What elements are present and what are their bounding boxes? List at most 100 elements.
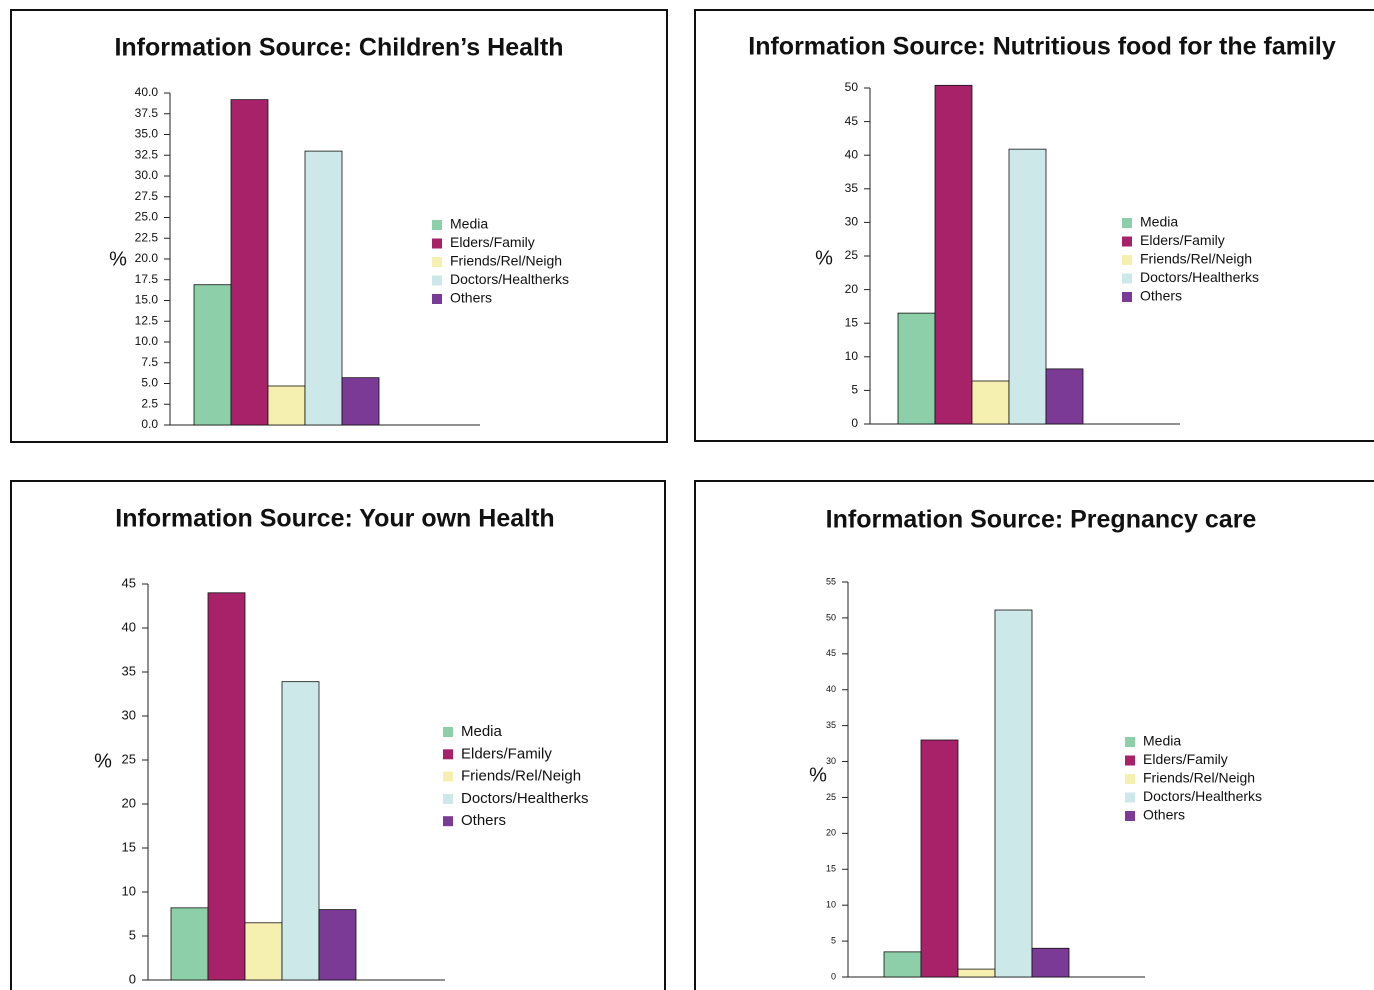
y-tick-label: 35	[122, 663, 136, 678]
legend-swatch	[1122, 236, 1132, 247]
chart-title: Information Source: Pregnancy care	[826, 506, 1257, 534]
y-tick-label: 17.5	[135, 272, 159, 286]
bar	[1031, 947, 1070, 978]
bar	[193, 284, 232, 426]
y-tick-label: 10	[826, 900, 836, 910]
y-tick-label: 2.5	[141, 396, 158, 410]
y-tick-label: 25	[122, 751, 136, 766]
bar	[267, 385, 306, 426]
y-tick-label: 5.0	[141, 376, 158, 390]
y-tick-label: 35.0	[135, 127, 159, 141]
legend-label: Elders/Family	[450, 234, 535, 250]
y-tick-label: 5	[831, 935, 836, 945]
y-tick-label: 0.0	[141, 417, 158, 431]
y-tick-label: 40	[122, 619, 136, 634]
y-tick-label: 35	[845, 181, 859, 195]
bar	[244, 922, 283, 981]
y-tick-label: 15	[826, 864, 836, 874]
chart-title: Information Source: Your own Health	[115, 505, 554, 533]
legend-label: Others	[1143, 807, 1185, 823]
y-tick-label: 15	[845, 315, 859, 329]
bar	[318, 909, 357, 981]
y-tick-label: 15	[122, 839, 136, 854]
legend-label: Friends/Rel/Neigh	[1143, 770, 1255, 786]
y-tick-label: 5	[129, 927, 136, 942]
y-tick-label: 7.5	[141, 355, 158, 369]
legend-swatch	[443, 749, 453, 760]
y-tick-label: 10.0	[135, 334, 159, 348]
bar	[994, 609, 1033, 978]
y-tick-label: 25	[845, 248, 859, 262]
y-tick-label: 35	[826, 720, 836, 730]
y-tick-label: 30.0	[135, 168, 159, 182]
legend-swatch	[1125, 811, 1135, 821]
y-tick-label: 25.0	[135, 210, 159, 224]
bar	[304, 150, 343, 426]
bar	[341, 377, 380, 426]
legend-label: Media	[1143, 733, 1181, 749]
legend-swatch	[1122, 292, 1132, 302]
legend-swatch	[432, 220, 442, 230]
legend-label: Doctors/Healtherks	[450, 271, 569, 287]
legend-label: Others	[1140, 288, 1182, 304]
y-tick-label: 40	[845, 147, 859, 161]
legend-label: Elders/Family	[1143, 751, 1228, 767]
bar	[1008, 148, 1047, 425]
y-axis-label: %	[815, 247, 833, 269]
legend-swatch	[1125, 792, 1135, 803]
legend-swatch	[443, 727, 453, 737]
y-tick-label: 30	[122, 707, 136, 722]
bar	[207, 592, 246, 981]
y-tick-label: 45	[122, 575, 136, 590]
panel	[694, 480, 1374, 990]
y-tick-label: 22.5	[135, 230, 159, 244]
bar	[971, 380, 1010, 425]
y-tick-label: 0	[851, 416, 858, 430]
y-tick-label: 20	[826, 828, 836, 838]
bar	[883, 951, 922, 978]
legend-label: Others	[461, 812, 506, 829]
bar	[170, 907, 209, 981]
legend-swatch	[1122, 273, 1132, 284]
legend-label: Media	[1140, 214, 1178, 230]
legend-label: Others	[450, 290, 492, 306]
y-tick-label: 5	[851, 383, 858, 397]
legend-swatch	[432, 275, 442, 286]
legend-swatch	[1125, 755, 1135, 766]
legend-label: Doctors/Healtherks	[1143, 788, 1262, 804]
legend-label: Friends/Rel/Neigh	[461, 768, 581, 785]
y-axis-label: %	[109, 248, 127, 270]
legend-swatch	[432, 238, 442, 249]
legend-label: Media	[450, 216, 488, 232]
legend-swatch	[432, 257, 442, 267]
y-tick-label: 20	[845, 282, 859, 296]
y-tick-label: 32.5	[135, 147, 159, 161]
legend-swatch	[1125, 737, 1135, 747]
y-tick-label: 27.5	[135, 189, 159, 203]
chart-title: Information Source: Children’s Health	[114, 34, 563, 62]
y-tick-label: 55	[826, 576, 836, 586]
y-tick-label: 30	[845, 215, 859, 229]
panel	[10, 9, 668, 443]
legend-label: Friends/Rel/Neigh	[1140, 251, 1252, 267]
legend-swatch	[1125, 774, 1135, 784]
y-tick-label: 0	[129, 971, 136, 986]
chart-title: Information Source: Nutritious food for …	[748, 33, 1336, 61]
bar	[1045, 368, 1084, 425]
legend-swatch	[443, 771, 453, 782]
y-tick-label: 12.5	[135, 313, 159, 327]
legend-swatch	[443, 793, 453, 804]
y-tick-label: 20.0	[135, 251, 159, 265]
legend-swatch	[1122, 218, 1132, 228]
y-tick-label: 37.5	[135, 106, 159, 120]
legend-label: Friends/Rel/Neigh	[450, 253, 562, 269]
legend-label: Elders/Family	[461, 745, 552, 762]
y-axis-label: %	[94, 750, 112, 772]
panel	[694, 9, 1374, 442]
y-tick-label: 45	[826, 648, 836, 658]
bar	[281, 681, 320, 981]
legend-label: Media	[461, 723, 503, 740]
panel	[10, 480, 666, 990]
bar	[230, 99, 269, 426]
